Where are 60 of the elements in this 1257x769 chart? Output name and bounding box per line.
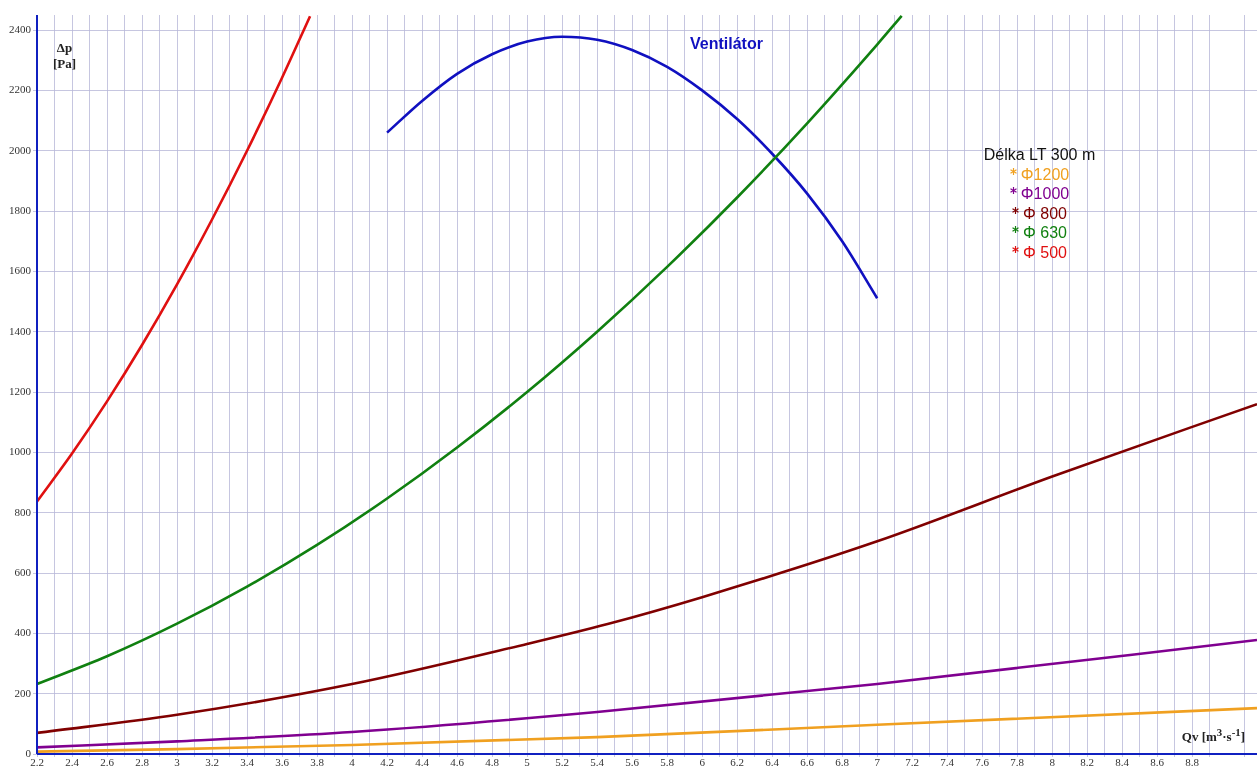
x-tick-label: 3.8 [310,756,325,769]
y-tick-label: 1600 [9,264,32,277]
legend-label: Φ1000 [1020,185,1070,202]
legend-title: Délka LT 300 m [982,145,1097,165]
y-tick-label: 2200 [9,83,32,96]
x-tick-label: 5.2 [555,756,569,769]
x-tick-label: 3.6 [275,756,290,769]
x-tick-label: 5.8 [660,756,675,769]
x-tick-label: 3.4 [240,756,255,769]
x-tick-label: 4.8 [485,756,500,769]
x-tick-label: 3.2 [205,756,219,769]
x-tick-label: 6.2 [730,756,745,769]
y-tick-label: 1400 [9,324,32,337]
x-tick-label: 5.4 [590,756,605,769]
x-tick-label: 2.4 [65,756,80,769]
line-series [385,35,879,300]
y-tick-label: 800 [14,505,32,518]
legend-label: Φ 500 [1023,243,1067,261]
x-tick-label: 8 [1049,756,1056,769]
legend-label: Φ 800 [1023,204,1067,222]
legend-label: Φ1200 [1020,165,1070,183]
x-tick-label: 7.8 [1010,756,1025,769]
y-tick-label: 0 [25,746,32,759]
x-axis-title: Qv [m$^{3}$·s$^{-1}$] [1181,726,1245,746]
x-tick-label: 6.4 [765,756,780,769]
x-tick-label: 7.2 [905,756,920,769]
x-tick-label: 6 [699,756,706,769]
y-tick-label: 1800 [9,203,32,216]
x-tick-label: 8.8 [1185,756,1200,769]
y-tick-label: 600 [14,565,32,578]
line-series [37,15,903,686]
y-tick-label: 200 [14,686,32,699]
x-tick-label: 4 [349,756,356,769]
x-tick-label: 2.2 [30,756,44,769]
annotation: Ventilátor [690,35,763,53]
y-axis-title: Δp [Pa] [53,40,77,72]
x-tick-label: 4.6 [450,756,465,769]
line-series [37,706,1257,753]
x-tick-label: 7.4 [940,756,955,769]
y-tick-label: 1000 [9,445,32,458]
x-tick-label: 2.6 [100,756,115,769]
x-tick-label: 7 [874,756,881,769]
x-tick-label: 7.6 [975,756,990,769]
x-tick-label: 5 [524,756,531,769]
x-tick-label: 8.6 [1150,756,1165,769]
x-tick-label: 3 [174,756,181,769]
x-tick-label: 5.6 [625,756,640,769]
x-tick-label: 8.4 [1115,756,1130,769]
x-tick-label: 2.8 [135,756,150,769]
line-series [37,15,312,503]
x-tick-label: 6.8 [835,756,850,769]
y-tick-label: 1200 [9,384,32,397]
y-tick-label: 2000 [9,143,32,156]
legend-label: Φ 630 [1023,224,1067,241]
y-tick-label: 2400 [9,22,32,35]
x-tick-label: 6.6 [800,756,815,769]
y-tick-label: 400 [14,626,32,639]
x-tick-label: 8.2 [1080,756,1095,769]
x-tick-label: 4.2 [380,756,394,769]
x-tick-label: 4.4 [415,756,430,769]
